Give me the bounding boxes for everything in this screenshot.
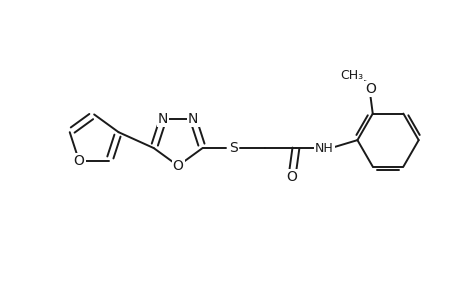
Text: N: N bbox=[188, 112, 198, 126]
Text: CH₃: CH₃ bbox=[339, 69, 362, 82]
Text: O: O bbox=[286, 170, 297, 184]
Text: N: N bbox=[157, 112, 168, 126]
Text: O: O bbox=[364, 82, 375, 96]
Text: NH: NH bbox=[314, 142, 333, 154]
Text: O: O bbox=[172, 159, 183, 173]
Text: O: O bbox=[73, 154, 84, 168]
Text: S: S bbox=[228, 141, 237, 155]
